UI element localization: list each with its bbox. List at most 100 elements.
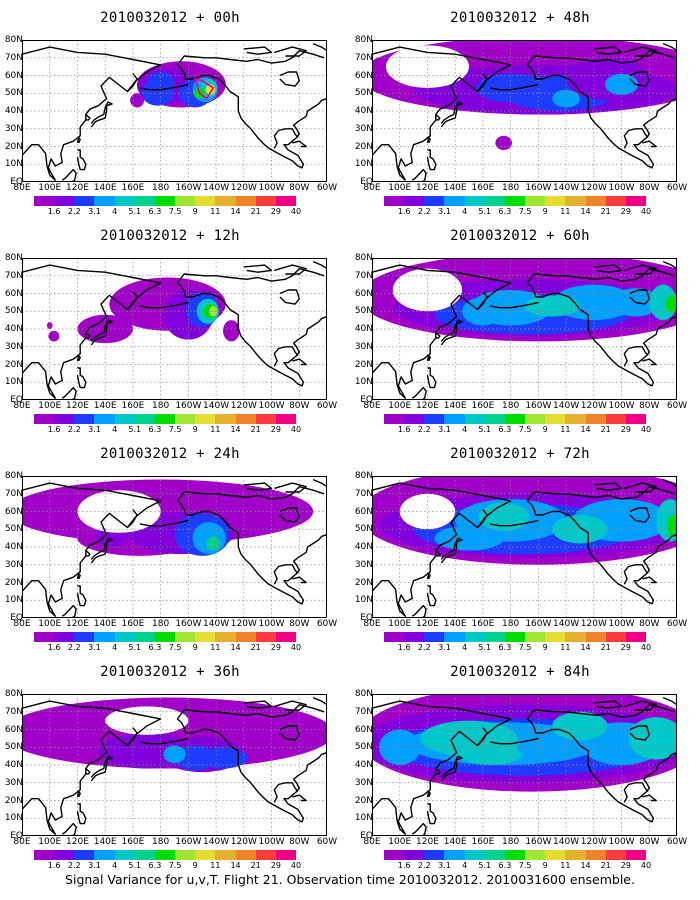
variance-contour (495, 135, 513, 151)
longitude-tick-label: 160W (525, 401, 552, 411)
coastline (489, 519, 539, 527)
longitude-tick-label: 160E (471, 837, 495, 847)
latitude-tick-label: 20N (354, 795, 373, 806)
latitude-tick-label: 10N (4, 377, 23, 388)
colorbar-swatch (404, 632, 425, 642)
latitude-tick-label: 60N (4, 506, 23, 517)
coastline (489, 83, 539, 91)
colorbar-swatch (175, 414, 196, 424)
latitude-tick-label: 70N (354, 52, 373, 63)
colorbar-swatch (74, 632, 95, 642)
colorbar-swatch (195, 632, 216, 642)
longitude-tick-label: 140E (93, 401, 117, 411)
coastline (274, 264, 307, 275)
coastline (273, 346, 299, 367)
coastline (85, 331, 91, 339)
coastline (273, 128, 299, 149)
colorbar-label: 2.2 (417, 643, 431, 652)
coastline (629, 725, 650, 741)
colorbar-swatch (504, 196, 526, 206)
longitude-tick-label: 160E (121, 401, 145, 411)
colorbar (384, 632, 647, 642)
latitude-tick-label: 60N (354, 506, 373, 517)
longitude-tick-label: 160E (121, 183, 145, 193)
longitude-tick-label: 160E (121, 619, 145, 629)
coastline (273, 564, 299, 585)
map-plot (372, 694, 677, 836)
coastline (662, 696, 677, 706)
longitude-tick-label: 180 (152, 401, 170, 411)
variance-contour (209, 305, 218, 317)
latitude-tick-label: 30N (354, 559, 373, 570)
coastline (243, 482, 273, 491)
colorbar-swatch (275, 196, 297, 206)
colorbar-swatch (94, 196, 115, 206)
coastline (292, 358, 307, 366)
longitude-tick-label: 60W (666, 837, 688, 847)
coastline (426, 354, 431, 362)
colorbar-swatch (464, 850, 485, 860)
latitude-tick-label: 80N (4, 35, 23, 45)
colorbar-label: 21 (250, 861, 261, 870)
latitude-tick-label: 20N (4, 359, 23, 370)
colorbar-swatch (504, 414, 526, 424)
coastline (76, 354, 81, 362)
colorbar-swatch (464, 414, 485, 424)
colorbar-swatch (384, 850, 405, 860)
longitude-tick-label: 140E (93, 619, 117, 629)
colorbar-swatch (195, 196, 216, 206)
colorbar-swatch (585, 632, 606, 642)
panel-title: 2010032012 + 84h (450, 664, 590, 680)
latitude-tick-label: 40N (4, 324, 23, 334)
longitude-tick-label: 100E (388, 183, 412, 193)
latitude-tick-label: 40N (354, 542, 373, 552)
latitude-tick-label: 20N (354, 577, 373, 588)
variance-contour (667, 515, 677, 537)
latitude-tick-label: 20N (354, 359, 373, 370)
colorbar-label: 14 (580, 643, 591, 652)
colorbar-label: 14 (230, 425, 241, 434)
colorbar-swatch (565, 850, 586, 860)
low-variance-area (392, 268, 463, 312)
latitude-tick-label: 30N (354, 341, 373, 352)
colorbar-label: 2.2 (67, 425, 81, 434)
longitude-tick-label: 120E (66, 837, 89, 847)
colorbar-label: 5.1 (128, 425, 142, 434)
longitude-tick-label: 120E (66, 401, 89, 411)
colorbar-swatch (484, 632, 505, 642)
coastline (489, 301, 539, 309)
latitude-tick-label: 40N (354, 106, 373, 116)
colorbar-swatch (464, 196, 485, 206)
longitude-tick-label: 120E (416, 619, 439, 629)
colorbar-label: 3.1 (438, 425, 451, 434)
latitude-tick-label: 30N (4, 123, 23, 134)
longitude-tick-label: 80E (13, 837, 31, 847)
latitude-tick-label: 70N (354, 488, 373, 499)
variance-contour (455, 736, 525, 765)
coastline (76, 136, 81, 144)
colorbar-swatch (424, 632, 445, 642)
coastline (61, 604, 77, 618)
coastline (22, 264, 162, 399)
longitude-tick-label: 100E (388, 619, 412, 629)
longitude-tick-label: 160W (525, 837, 552, 847)
longitude-tick-label: 80W (639, 401, 660, 411)
coastline (22, 482, 162, 617)
coastline (476, 73, 488, 92)
colorbar-label: 21 (250, 643, 261, 652)
colorbar-swatch (404, 196, 425, 206)
map-plot (22, 476, 327, 618)
variance-contour (628, 717, 677, 760)
colorbar-swatch (54, 414, 75, 424)
colorbar-swatch (484, 414, 505, 424)
variance-map (372, 40, 677, 182)
coastline (85, 113, 91, 121)
longitude-tick-label: 80E (363, 619, 381, 629)
colorbar-swatch (255, 632, 276, 642)
latitude-tick-label: 10N (4, 159, 23, 170)
coastline (440, 755, 463, 782)
latitude-tick-label: 60N (4, 70, 23, 81)
longitude-tick-label: 60W (666, 183, 688, 193)
colorbar-swatch (235, 414, 256, 424)
longitude-tick-label: 100E (388, 401, 412, 411)
